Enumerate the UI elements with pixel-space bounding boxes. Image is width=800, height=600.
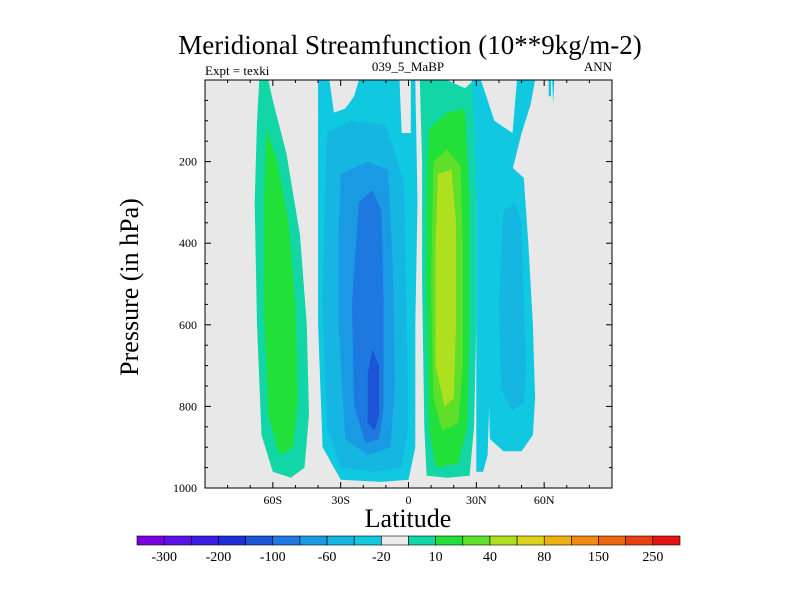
y-tick-label: 600	[179, 318, 197, 332]
x-tick-label: 30N	[466, 493, 487, 507]
x-tick-label: 0	[406, 493, 412, 507]
y-tick-label: 400	[179, 236, 197, 250]
colorbar-swatch	[408, 535, 436, 546]
contour-south-hadley-deep	[367, 349, 380, 431]
colorbar-swatch	[598, 535, 626, 546]
y-axis-label: Pressure (in hPa)	[115, 198, 144, 376]
colorbar-label: 10	[429, 550, 443, 565]
y-tick-label: 200	[179, 155, 197, 169]
colorbar-swatch	[272, 535, 301, 546]
colorbar-label: 80	[537, 550, 551, 565]
colorbar-swatch	[652, 535, 681, 546]
colorbar-swatch	[191, 535, 219, 546]
period-label: 039_5_MaBP	[372, 59, 444, 74]
x-axis-label: Latitude	[365, 504, 452, 533]
colorbar-swatch	[381, 535, 409, 546]
colorbar-swatch	[136, 535, 165, 546]
colorbar-swatch	[326, 535, 355, 546]
colorbar-label: -20	[372, 550, 391, 565]
colorbar-swatch	[353, 535, 382, 546]
season-label: ANN	[584, 59, 613, 74]
x-tick-label: 60N	[534, 493, 555, 507]
colorbar-swatch	[218, 535, 246, 546]
colorbar-swatch	[489, 535, 518, 546]
chart-title: Meridional Streamfunction (10**9kg/m-2)	[178, 30, 641, 60]
x-axis-ticks: 60S 30S 0 30N 60N	[204, 80, 613, 507]
colorbar-label: 150	[588, 550, 609, 565]
colorbar-label: -100	[260, 550, 286, 565]
colorbar-swatch	[571, 535, 599, 546]
experiment-label: Expt = texki	[205, 63, 270, 78]
y-axis-ticks: 200 400 600 800 1000	[173, 99, 612, 495]
colorbar: -300 -200 -100 -60 -20 10 40 80 150 250	[136, 535, 681, 565]
colorbar-swatch	[625, 535, 654, 546]
colorbar-swatch	[299, 535, 328, 546]
contour-ferrel-inner	[498, 202, 527, 411]
colorbar-swatch	[435, 535, 464, 546]
y-tick-label: 800	[179, 399, 197, 413]
colorbar-label: 40	[483, 550, 497, 565]
colorbar-label: -200	[206, 550, 232, 565]
x-tick-label: 60S	[263, 493, 282, 507]
colorbar-swatch	[543, 535, 572, 546]
x-tick-label: 30S	[331, 493, 350, 507]
contour-sh-cell-core	[263, 129, 298, 456]
colorbar-swatch	[516, 535, 545, 546]
y-tick-label: 1000	[173, 481, 197, 495]
contour-north-hadley-core	[435, 169, 456, 407]
contour-polar-sliver-2	[552, 80, 555, 105]
contour-ferrel-outer	[471, 80, 536, 472]
contour-regions	[254, 80, 555, 482]
colorbar-swatch	[462, 535, 491, 546]
colorbar-label: -60	[318, 550, 337, 565]
contour-polar-sliver	[548, 80, 551, 97]
colorbar-label: -300	[151, 550, 177, 565]
colorbar-label: 250	[642, 550, 663, 565]
colorbar-swatch	[163, 535, 192, 546]
colorbar-swatch	[245, 535, 274, 546]
